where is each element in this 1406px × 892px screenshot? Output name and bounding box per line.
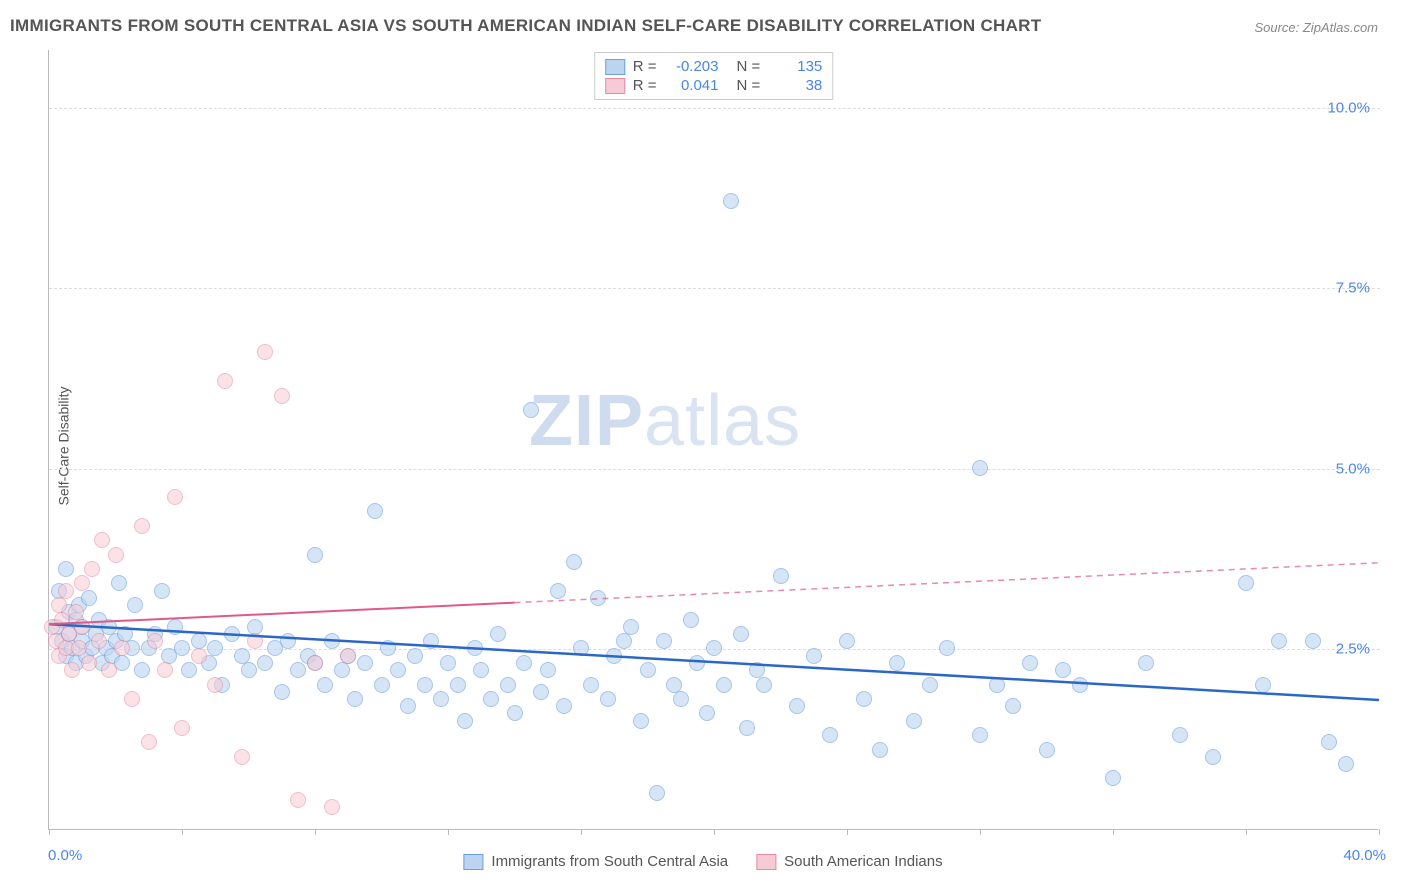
stats-row-series2: R =0.041 N =38	[605, 76, 823, 95]
correlation-stats-box: R =-0.203 N =135 R =0.041 N =38	[594, 52, 834, 100]
legend-swatch-series2	[756, 854, 776, 870]
source-attribution: Source: ZipAtlas.com	[1254, 20, 1378, 35]
trend-lines	[49, 50, 1378, 829]
swatch-series1	[605, 59, 625, 75]
swatch-series2	[605, 78, 625, 94]
chart-title: IMMIGRANTS FROM SOUTH CENTRAL ASIA VS SO…	[10, 16, 1041, 36]
plot-area: ZIPatlas 2.5%5.0%7.5%10.0% R =-0.203 N =…	[48, 50, 1378, 830]
legend-swatch-series1	[463, 854, 483, 870]
legend-item-series2: South American Indians	[756, 853, 942, 870]
legend: Immigrants from South Central Asia South…	[463, 853, 942, 870]
legend-item-series1: Immigrants from South Central Asia	[463, 853, 728, 870]
legend-label-series2: South American Indians	[784, 853, 942, 870]
legend-label-series1: Immigrants from South Central Asia	[491, 853, 728, 870]
x-axis-max-label: 40.0%	[1343, 847, 1386, 864]
watermark: ZIPatlas	[529, 380, 801, 462]
stats-row-series1: R =-0.203 N =135	[605, 57, 823, 76]
x-axis-min-label: 0.0%	[48, 847, 82, 864]
